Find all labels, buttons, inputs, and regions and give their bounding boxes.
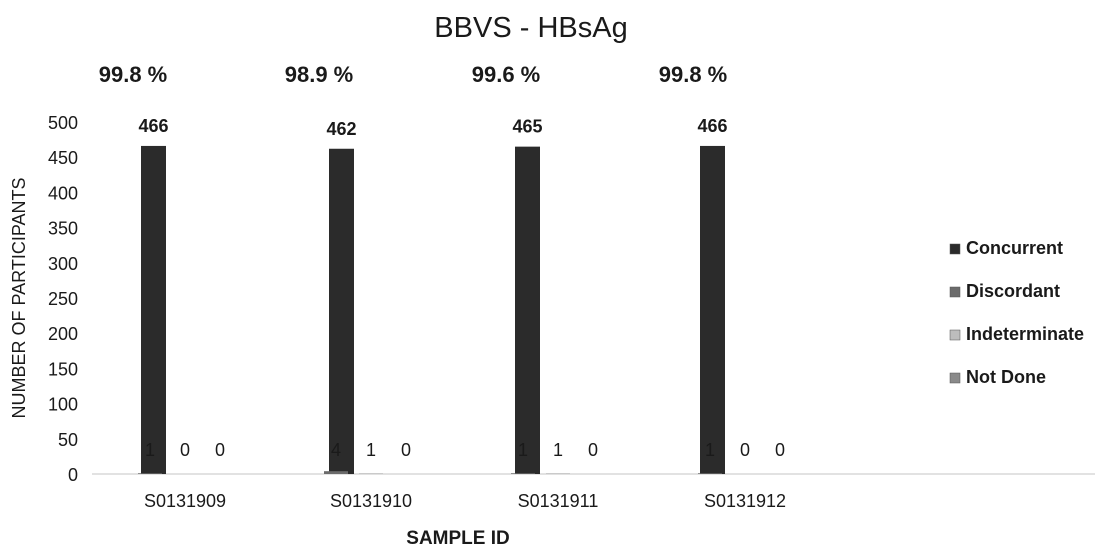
data-label-discordant: 1 xyxy=(145,440,155,460)
data-label-indeterminate: 1 xyxy=(553,440,563,460)
data-label-not-done: 0 xyxy=(775,440,785,460)
legend-swatch-discordant xyxy=(949,286,961,298)
legend-swatch-concurrent xyxy=(949,243,961,255)
bar-discordant xyxy=(511,473,535,474)
y-tick-label: 0 xyxy=(68,465,78,485)
bar-discordant xyxy=(698,473,722,474)
data-label-not-done: 0 xyxy=(588,440,598,460)
data-label-concurrent: 466 xyxy=(697,116,727,136)
x-tick-label: S0131909 xyxy=(144,491,226,511)
legend-label-discordant: Discordant xyxy=(966,281,1060,301)
bar-concurrent xyxy=(329,148,354,474)
x-tick-label: S0131910 xyxy=(330,491,412,511)
y-tick-label: 400 xyxy=(48,183,78,203)
legend-swatch-not-done xyxy=(949,372,961,384)
legend-label-concurrent: Concurrent xyxy=(966,238,1063,258)
y-tick-label: 200 xyxy=(48,324,78,344)
percentage-label: 99.8 % xyxy=(99,62,168,87)
bar-concurrent xyxy=(141,145,166,474)
bar-discordant xyxy=(324,471,348,474)
data-label-discordant: 1 xyxy=(705,440,715,460)
legend-swatch-indeterminate xyxy=(949,329,961,341)
y-tick-label: 100 xyxy=(48,395,78,415)
data-label-indeterminate: 0 xyxy=(740,440,750,460)
data-label-not-done: 0 xyxy=(401,440,411,460)
data-label-concurrent: 465 xyxy=(512,117,542,137)
legend-label-not-done: Not Done xyxy=(966,367,1046,387)
data-label-discordant: 1 xyxy=(518,440,528,460)
bar-concurrent xyxy=(515,146,540,474)
data-label-not-done: 0 xyxy=(215,440,225,460)
percentage-label: 99.6 % xyxy=(472,62,541,87)
chart-title: BBVS - HBsAg xyxy=(434,12,627,44)
bar-indeterminate xyxy=(359,473,383,474)
data-label-discordant: 4 xyxy=(331,440,341,460)
bar-concurrent xyxy=(700,145,725,474)
legend-label-indeterminate: Indeterminate xyxy=(966,324,1084,344)
y-tick-label: 150 xyxy=(48,359,78,379)
y-tick-label: 50 xyxy=(58,430,78,450)
y-tick-label: 300 xyxy=(48,254,78,274)
bar-indeterminate xyxy=(546,473,570,474)
x-tick-label: S0131911 xyxy=(518,491,599,511)
data-label-concurrent: 466 xyxy=(138,116,168,136)
percentage-label: 98.9 % xyxy=(285,62,354,87)
percentage-label: 99.8 % xyxy=(659,62,728,87)
y-tick-label: 350 xyxy=(48,219,78,239)
data-label-indeterminate: 0 xyxy=(180,440,190,460)
x-tick-label: S0131912 xyxy=(704,491,786,511)
bar-discordant xyxy=(138,473,162,474)
y-tick-label: 500 xyxy=(48,113,78,133)
y-tick-label: 450 xyxy=(48,148,78,168)
y-axis-title: NUMBER OF PARTICIPANTS xyxy=(9,177,29,418)
y-tick-label: 250 xyxy=(48,289,78,309)
data-label-concurrent: 462 xyxy=(326,119,356,139)
x-axis-title: SAMPLE ID xyxy=(406,528,509,549)
data-label-indeterminate: 1 xyxy=(366,440,376,460)
